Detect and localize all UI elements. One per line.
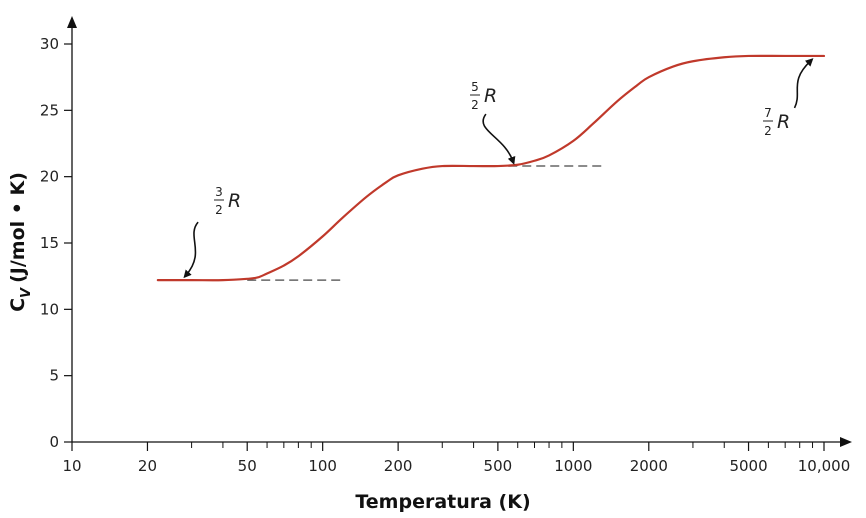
reference-lines	[247, 165, 602, 281]
x-tick-label: 5000	[729, 457, 767, 475]
x-tick-label: 200	[384, 457, 413, 475]
y-tick-label: 0	[49, 433, 59, 451]
y-tick-label: 5	[49, 367, 59, 385]
fraction-symbol: R	[484, 85, 497, 107]
x-tick-label: 10	[62, 457, 81, 475]
y-axis-title: CV (J/mol • K)	[7, 172, 34, 312]
fraction-denominator: 2	[764, 124, 772, 138]
y-axis-title-subscript: V	[19, 287, 34, 298]
x-tick-label: 2000	[630, 457, 668, 475]
x-axis-title: Temperatura (K)	[355, 491, 530, 513]
fraction-symbol: R	[777, 111, 790, 133]
annotation-fraction-3-2R: 3 2 R	[183, 185, 241, 279]
fraction-numerator: 3	[215, 185, 223, 199]
x-tick-label: 500	[484, 457, 513, 475]
y-axis-title-symbol: C	[7, 298, 29, 312]
x-axis-arrow	[840, 437, 852, 447]
y-tick-label: 15	[40, 234, 59, 252]
annotation-fraction-7-2R: 7 2 R	[763, 58, 814, 138]
fraction-numerator: 7	[764, 106, 772, 120]
x-tick-label: 10,000	[798, 457, 851, 475]
x-tick-label: 100	[308, 457, 337, 475]
fraction-denominator: 2	[215, 203, 223, 217]
fraction-symbol: R	[228, 190, 241, 212]
cv-curve	[156, 54, 826, 282]
x-tick-label: 1000	[554, 457, 592, 475]
annotation-fraction-5-2R: 5 2 R	[470, 80, 516, 165]
annotation-arrow	[183, 221, 199, 279]
y-tick-label: 25	[40, 101, 59, 119]
annotation-arrow	[482, 113, 516, 165]
y-ticks: 0 5 10 15 20 25 30	[40, 35, 72, 451]
x-ticks: 10 20 50 100 200 500 1000 2000 5000 10,000	[62, 442, 850, 475]
fraction-numerator: 5	[471, 80, 479, 94]
y-axis-title-unit: (J/mol • K)	[7, 172, 29, 283]
x-tick-label: 20	[138, 457, 157, 475]
y-tick-label: 10	[40, 300, 59, 318]
x-tick-label: 50	[238, 457, 257, 475]
y-tick-label: 30	[40, 35, 59, 53]
annotations: 32 R52 R72 R	[183, 58, 814, 279]
y-axis-arrow	[67, 16, 77, 28]
fraction-denominator: 2	[471, 98, 479, 112]
y-tick-label: 20	[40, 168, 59, 186]
series-group	[156, 54, 826, 282]
annotation-arrow	[793, 58, 814, 109]
